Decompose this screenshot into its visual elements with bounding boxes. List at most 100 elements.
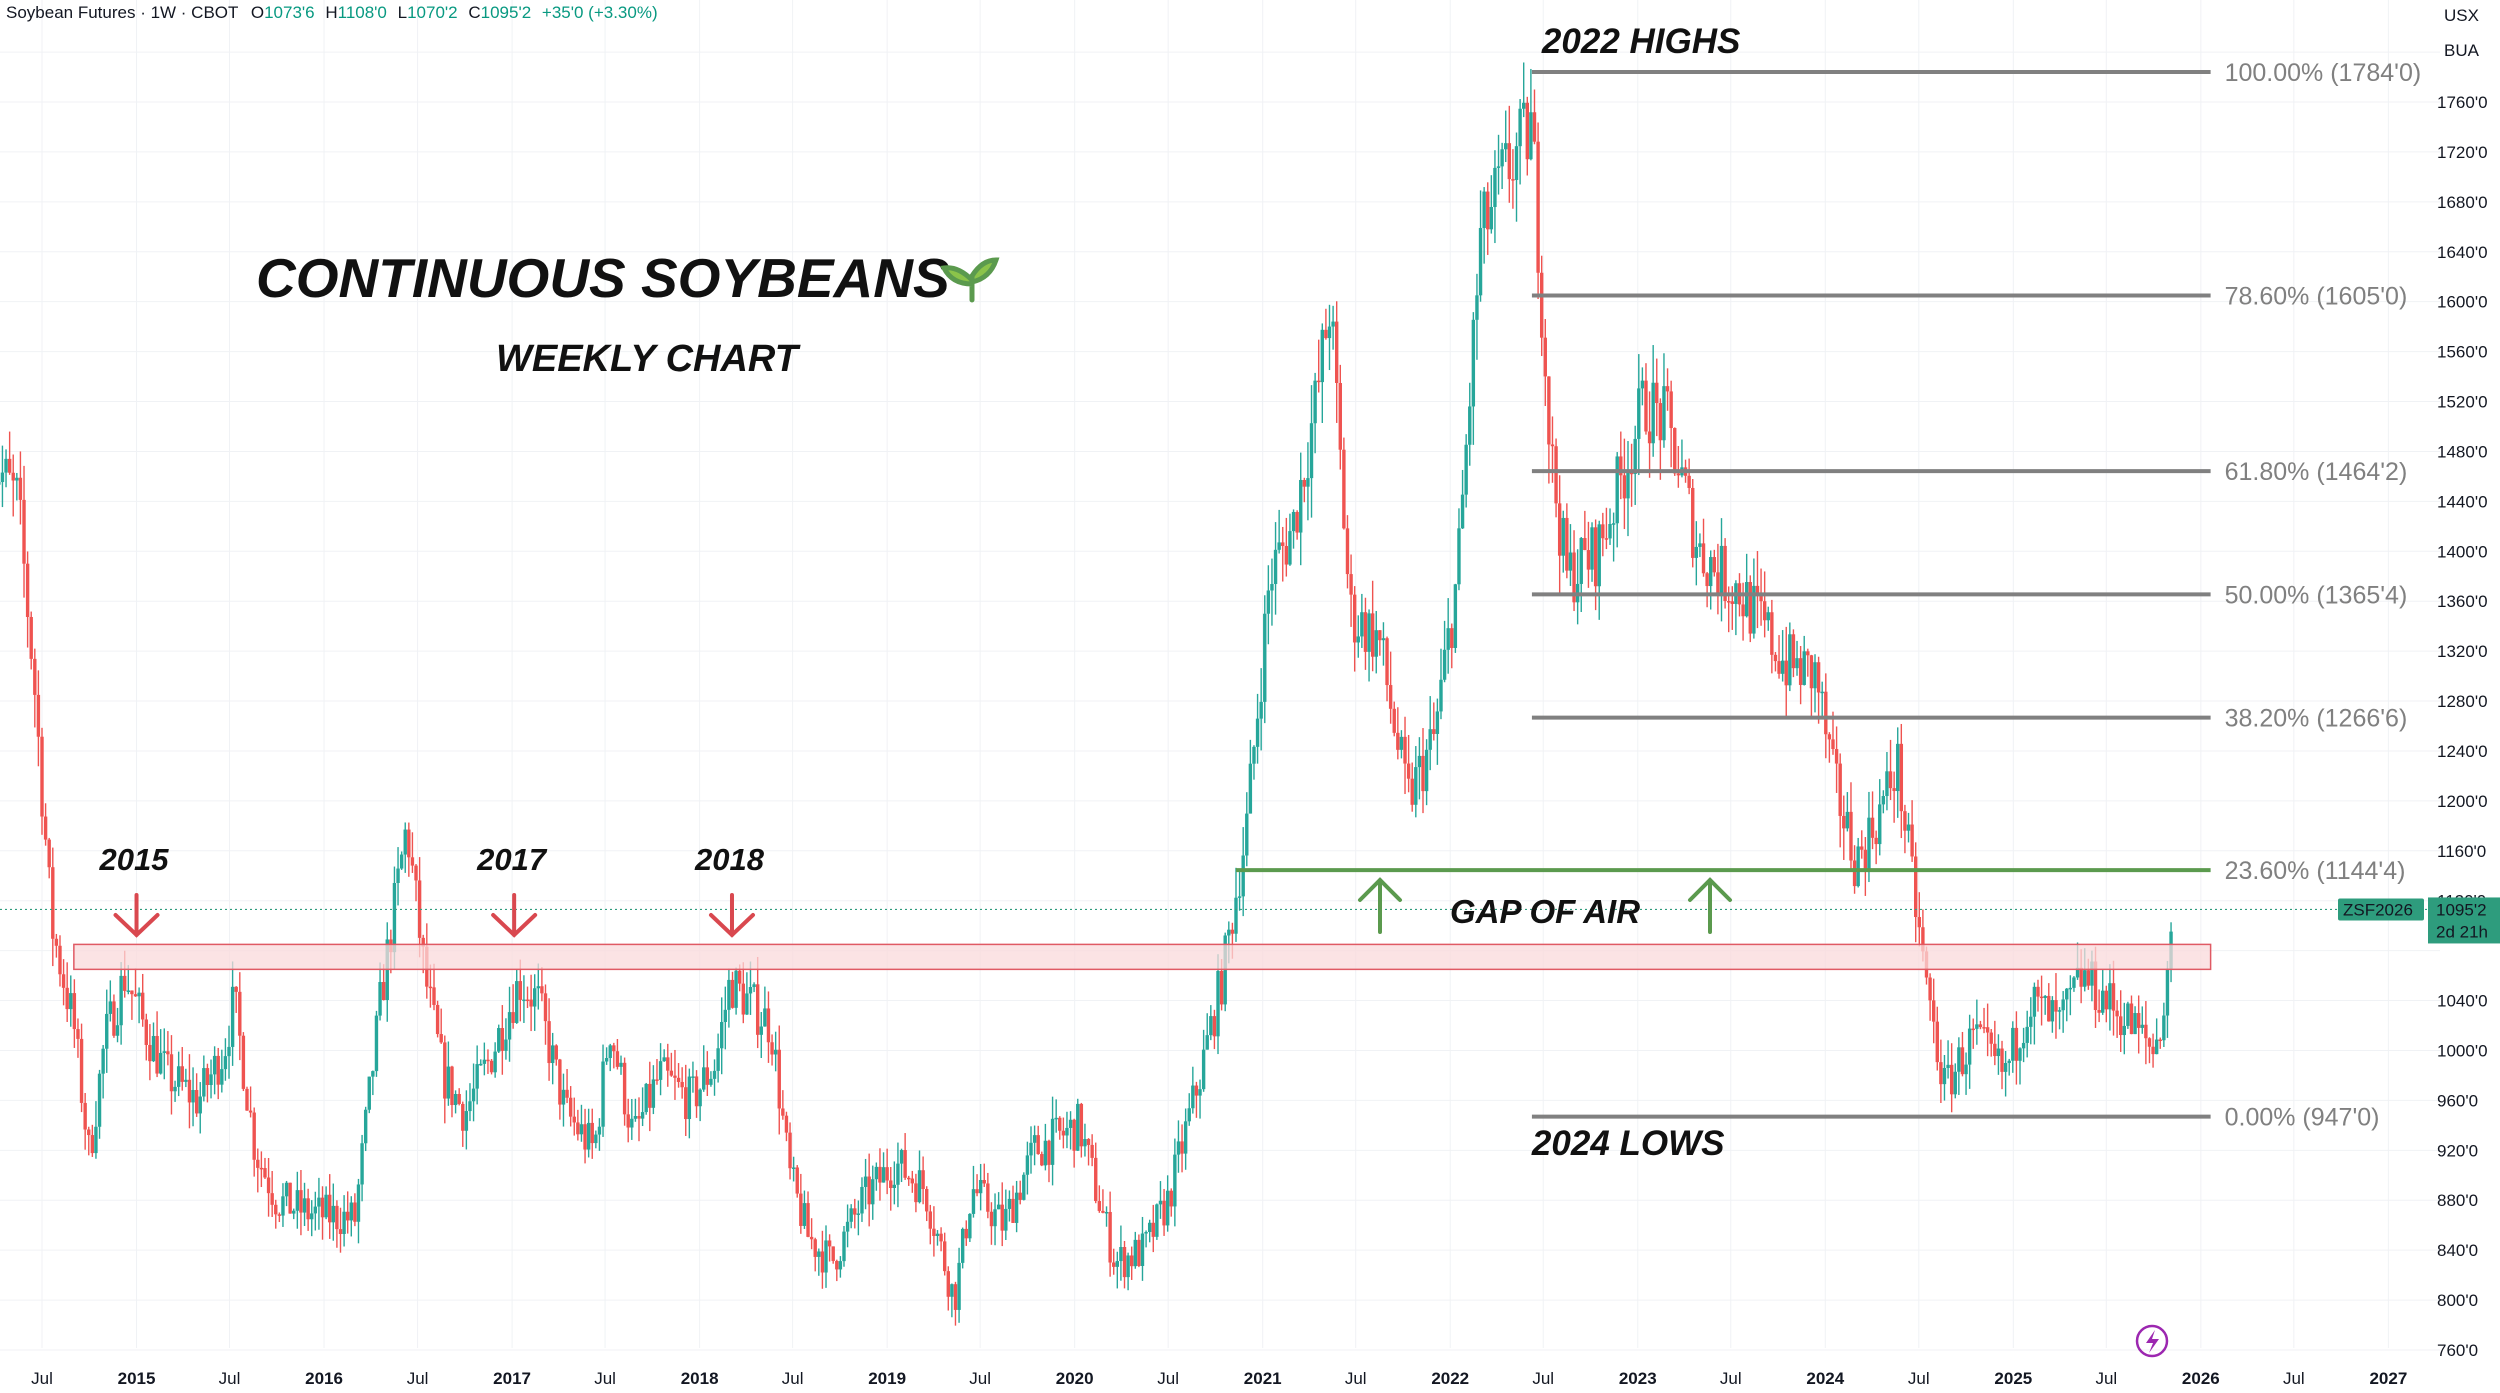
symbol-legend[interactable]: Soybean Futures · 1W · CBOT O1073'6 H110…: [6, 3, 658, 23]
change-value: +35'0 (+3.30%): [541, 3, 658, 22]
candle-body: [1777, 661, 1781, 674]
candle-body: [1360, 612, 1364, 637]
candle-body: [1543, 337, 1547, 377]
candle-body: [1834, 749, 1839, 764]
candle-body: [799, 1193, 803, 1226]
candle-body: [1115, 1261, 1120, 1267]
price-tick-label: 1320'0: [2437, 642, 2488, 661]
candle-body: [1593, 527, 1598, 587]
price-axis[interactable]: 1760'0 1720'0 1680'0 1640'0 1600'0 1560'0 1520…: [2437, 93, 2488, 1360]
candle-body: [1888, 771, 1893, 789]
candle-body: [1352, 594, 1357, 643]
candle-body: [1435, 711, 1440, 734]
low-label: L: [397, 3, 408, 22]
candle-body: [1676, 473, 1681, 476]
price-tick-label: 1600'0: [2437, 293, 2488, 312]
candle-body: [824, 1240, 828, 1273]
candle-body: [1694, 546, 1699, 558]
lightning-icon[interactable]: [2135, 1324, 2169, 1358]
price-tick-label: 1240'0: [2437, 742, 2488, 761]
candle-body: [1885, 771, 1889, 797]
candle-body: [960, 1228, 965, 1263]
candle-body: [328, 1194, 332, 1223]
candle-body: [939, 1233, 943, 1242]
candle-body: [568, 1097, 573, 1117]
candle-body: [1644, 380, 1648, 432]
candle-body: [1691, 487, 1695, 558]
candle-body: [781, 1108, 785, 1116]
fibonacci-retracement[interactable]: 100.00% (1784'0) 78.60% (1605'0) 61.80% (1…: [1531, 59, 2421, 1132]
candle-body: [572, 1116, 576, 1123]
candle-body: [105, 1013, 109, 1049]
candle-body: [759, 1026, 763, 1035]
candle-body: [1554, 446, 1558, 504]
candle-body: [662, 1057, 666, 1062]
candle-body: [349, 1202, 353, 1221]
candle-body: [2147, 1038, 2152, 1047]
price-tick-label: 1760'0: [2437, 93, 2488, 112]
time-tick-label: 2021: [1244, 1369, 1282, 1388]
candle-body: [338, 1229, 343, 1234]
candle-body: [1780, 660, 1785, 674]
candle-body: [241, 1035, 246, 1089]
year-annotation-label: 2015: [99, 842, 170, 877]
time-axis[interactable]: Jul 2015 Jul 2016 Jul 2017 Jul 2018 Jul 2019 Jul 20…: [31, 1369, 2407, 1388]
candle-body: [1378, 630, 1382, 641]
candle-body: [921, 1170, 925, 1190]
candle-body: [2158, 1039, 2162, 1042]
candle-body: [144, 1019, 148, 1045]
price-tick-label: 840'0: [2437, 1241, 2478, 1260]
fib-label-23-6: 23.60% (1144'4): [2225, 857, 2406, 885]
resistance-zone[interactable]: [73, 943, 2212, 971]
candle-body: [1604, 538, 1609, 540]
candle-body: [978, 1179, 983, 1194]
candle-body: [734, 970, 738, 1008]
price-tick-label: 1560'0: [2437, 343, 2488, 362]
candle-body: [1137, 1239, 1141, 1266]
candle-body: [838, 1261, 843, 1270]
candle-body: [1043, 1140, 1048, 1166]
candle-body: [1216, 970, 1220, 1037]
candle-body: [2154, 1039, 2159, 1055]
candle-body: [87, 1129, 91, 1136]
candle-body: [1263, 613, 1267, 702]
candle-body: [1000, 1204, 1004, 1231]
candle-body: [1227, 929, 1231, 936]
down-arrow-icon: [491, 893, 538, 938]
candle-body: [666, 1057, 670, 1071]
price-tick-label: 1000'0: [2437, 1041, 2488, 1060]
candle-body: [29, 616, 33, 659]
time-tick-label: Jul: [594, 1369, 616, 1388]
candle-body: [1129, 1255, 1134, 1267]
unit-label: BUA: [2444, 41, 2480, 60]
candle-body: [299, 1190, 303, 1213]
candle-body: [712, 1070, 717, 1079]
candle-body: [399, 854, 404, 869]
candle-body: [1748, 582, 1752, 634]
candle-body: [1597, 524, 1601, 587]
candle-body: [1219, 970, 1224, 1005]
fib-level-label: 50.00% (1365'4): [2225, 581, 2408, 609]
candle-body: [374, 1015, 379, 1072]
candle-body: [1809, 655, 1814, 689]
candle-body: [1906, 824, 1911, 831]
candle-body: [479, 1063, 483, 1066]
candle-body: [1144, 1232, 1148, 1234]
candle-body: [1486, 191, 1490, 230]
candle-body: [2029, 1016, 2033, 1027]
candle-body: [709, 1078, 713, 1085]
candle-body: [69, 993, 73, 1010]
candle-body: [1302, 479, 1307, 487]
candle-body: [727, 979, 731, 1010]
candle-body: [1914, 856, 1918, 918]
candle-body: [1187, 1108, 1191, 1122]
candle-body: [669, 1070, 674, 1076]
price-tick-label: 960'0: [2437, 1091, 2478, 1110]
candle-body: [126, 990, 131, 992]
candle-body: [1194, 1085, 1199, 1096]
candle-body: [1849, 811, 1853, 861]
candle-body: [2054, 1000, 2058, 1012]
candle-body: [2108, 983, 2112, 1010]
candle-body: [1392, 708, 1396, 733]
